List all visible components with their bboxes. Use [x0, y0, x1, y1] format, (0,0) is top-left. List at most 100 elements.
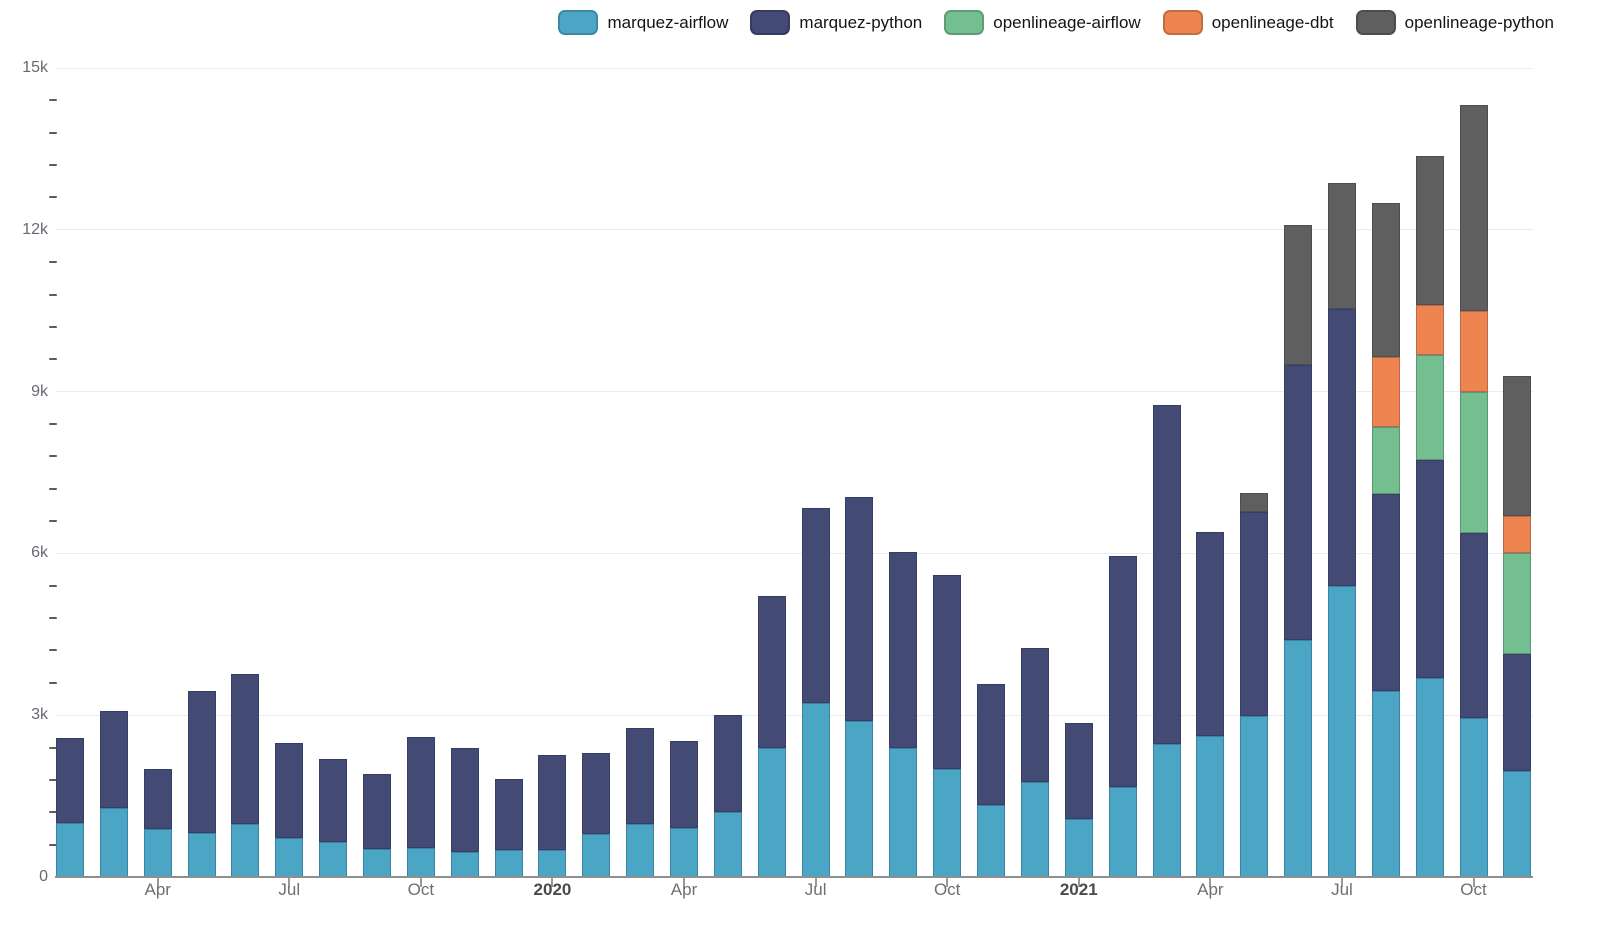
bar-segment-marquez-python[interactable] [1415, 460, 1444, 678]
bar-segment-marquez-python[interactable] [538, 755, 567, 851]
bar-segment-marquez-python[interactable] [1371, 494, 1400, 691]
legend-item-openlineage-dbt[interactable]: openlineage-dbt [1162, 10, 1334, 35]
bar-segment-marquez-airflow[interactable] [1196, 736, 1225, 877]
bar-segment-marquez-python[interactable] [231, 673, 260, 825]
bar-segment-marquez-python[interactable] [143, 768, 172, 829]
legend-item-marquez-python[interactable]: marquez-python [750, 10, 922, 35]
bar-segment-marquez-airflow[interactable] [1020, 781, 1049, 877]
x-axis-tick-2020 [551, 877, 554, 887]
bar-segment-openlineage-python[interactable] [1459, 104, 1488, 312]
bar-segment-marquez-python[interactable] [1064, 723, 1093, 820]
bar-segment-marquez-airflow[interactable] [626, 824, 655, 877]
bar-segment-marquez-python[interactable] [1327, 309, 1356, 586]
y-axis-label-3k: 3k [31, 706, 48, 724]
bar-segment-marquez-airflow[interactable] [889, 747, 918, 877]
bar-segment-openlineage-dbt[interactable] [1503, 515, 1532, 553]
bar-segment-marquez-python[interactable] [801, 507, 830, 704]
bar-segment-marquez-python[interactable] [319, 758, 348, 842]
bar-segment-marquez-python[interactable] [187, 690, 216, 834]
bar-segment-marquez-python[interactable] [1284, 365, 1313, 641]
bar-segment-marquez-python[interactable] [933, 574, 962, 769]
bar-segment-marquez-airflow[interactable] [1108, 786, 1137, 877]
y-gridline-9k [55, 391, 1533, 393]
bar-segment-marquez-python[interactable] [450, 748, 479, 852]
bar-segment-marquez-airflow[interactable] [977, 804, 1006, 877]
bar-segment-marquez-airflow[interactable] [494, 850, 523, 877]
bar-segment-marquez-airflow[interactable] [187, 833, 216, 877]
bar-segment-openlineage-dbt[interactable] [1415, 304, 1444, 355]
bar-segment-marquez-airflow[interactable] [143, 828, 172, 877]
bar-segment-marquez-airflow[interactable] [670, 828, 699, 877]
bar-segment-marquez-python[interactable] [1152, 404, 1181, 745]
bar-segment-marquez-airflow[interactable] [933, 768, 962, 877]
bar-segment-marquez-airflow[interactable] [319, 841, 348, 877]
bar-segment-marquez-airflow[interactable] [582, 834, 611, 877]
bar-segment-marquez-python[interactable] [494, 779, 523, 851]
bar-segment-marquez-airflow[interactable] [406, 847, 435, 877]
bar-segment-marquez-airflow[interactable] [1503, 770, 1532, 877]
y-minor-tick [49, 584, 57, 587]
bar-segment-marquez-airflow[interactable] [538, 850, 567, 877]
bar-segment-marquez-airflow[interactable] [99, 807, 128, 877]
bar-segment-marquez-airflow[interactable] [713, 811, 742, 877]
bar-segment-marquez-python[interactable] [977, 684, 1006, 805]
bar-segment-marquez-airflow[interactable] [56, 822, 84, 877]
bar-segment-openlineage-python[interactable] [1284, 224, 1313, 366]
bar-segment-marquez-airflow[interactable] [757, 748, 786, 877]
bar-segment-marquez-python[interactable] [626, 727, 655, 825]
y-minor-tick [49, 99, 57, 102]
legend-item-openlineage-python[interactable]: openlineage-python [1355, 10, 1554, 35]
bar-segment-marquez-python[interactable] [1503, 653, 1532, 771]
bar-segment-openlineage-airflow[interactable] [1459, 392, 1488, 534]
bar-segment-marquez-python[interactable] [1020, 647, 1049, 782]
bar-segment-openlineage-python[interactable] [1371, 203, 1400, 357]
bar-segment-marquez-airflow[interactable] [1284, 640, 1313, 877]
bar-segment-marquez-airflow[interactable] [275, 837, 304, 877]
x-axis-label-Jul: Jul [278, 880, 301, 899]
bar-segment-marquez-python[interactable] [1108, 556, 1137, 787]
bar-segment-marquez-airflow[interactable] [231, 824, 260, 877]
bar-segment-marquez-airflow[interactable] [1371, 690, 1400, 877]
bar-segment-openlineage-airflow[interactable] [1371, 426, 1400, 495]
bar-segment-marquez-python[interactable] [1240, 511, 1269, 716]
bar-segment-marquez-airflow[interactable] [1459, 717, 1488, 877]
bar-segment-marquez-python[interactable] [582, 753, 611, 835]
x-axis-tick-2021 [1077, 877, 1080, 887]
bar-segment-marquez-python[interactable] [845, 497, 874, 722]
legend-item-openlineage-airflow[interactable]: openlineage-airflow [944, 10, 1141, 35]
bar-segment-openlineage-python[interactable] [1240, 492, 1269, 512]
x-axis-tick-Oct [419, 877, 422, 887]
bar-segment-marquez-airflow[interactable] [450, 851, 479, 877]
bar-segment-marquez-airflow[interactable] [1240, 715, 1269, 877]
bar-segment-marquez-python[interactable] [1459, 533, 1488, 718]
bar-segment-marquez-airflow[interactable] [1152, 744, 1181, 877]
bar-segment-marquez-python[interactable] [1196, 531, 1225, 737]
bar-segment-marquez-python[interactable] [275, 743, 304, 838]
x-axis-tick-Jul [288, 877, 291, 887]
bar-segment-openlineage-python[interactable] [1415, 155, 1444, 305]
bar-segment-marquez-python[interactable] [889, 551, 918, 748]
bar-segment-marquez-python[interactable] [757, 596, 786, 749]
bar-segment-marquez-python[interactable] [406, 736, 435, 848]
bar-segment-openlineage-dbt[interactable] [1459, 311, 1488, 393]
bar-segment-openlineage-python[interactable] [1327, 183, 1356, 310]
bar-segment-marquez-airflow[interactable] [845, 721, 874, 877]
bar-segment-marquez-python[interactable] [670, 740, 699, 829]
bar-segment-marquez-airflow[interactable] [801, 703, 830, 877]
y-axis-label-0: 0 [39, 868, 48, 885]
bar-segment-marquez-airflow[interactable] [1064, 819, 1093, 877]
x-axis-tick-Jul [814, 877, 817, 887]
bar-segment-openlineage-airflow[interactable] [1415, 354, 1444, 461]
x-axis-label-2020: 2020 [533, 880, 572, 899]
bar-segment-openlineage-dbt[interactable] [1371, 356, 1400, 427]
legend-item-marquez-airflow[interactable]: marquez-airflow [558, 10, 728, 35]
bar-segment-marquez-airflow[interactable] [1415, 677, 1444, 877]
bar-segment-marquez-airflow[interactable] [363, 849, 392, 877]
bar-segment-openlineage-python[interactable] [1503, 376, 1532, 516]
bar-segment-marquez-python[interactable] [713, 715, 742, 812]
bar-segment-marquez-python[interactable] [363, 773, 392, 850]
bar-segment-openlineage-airflow[interactable] [1503, 552, 1532, 654]
bar-segment-marquez-airflow[interactable] [1327, 585, 1356, 877]
bar-segment-marquez-python[interactable] [99, 710, 128, 808]
bar-segment-marquez-python[interactable] [56, 737, 84, 823]
